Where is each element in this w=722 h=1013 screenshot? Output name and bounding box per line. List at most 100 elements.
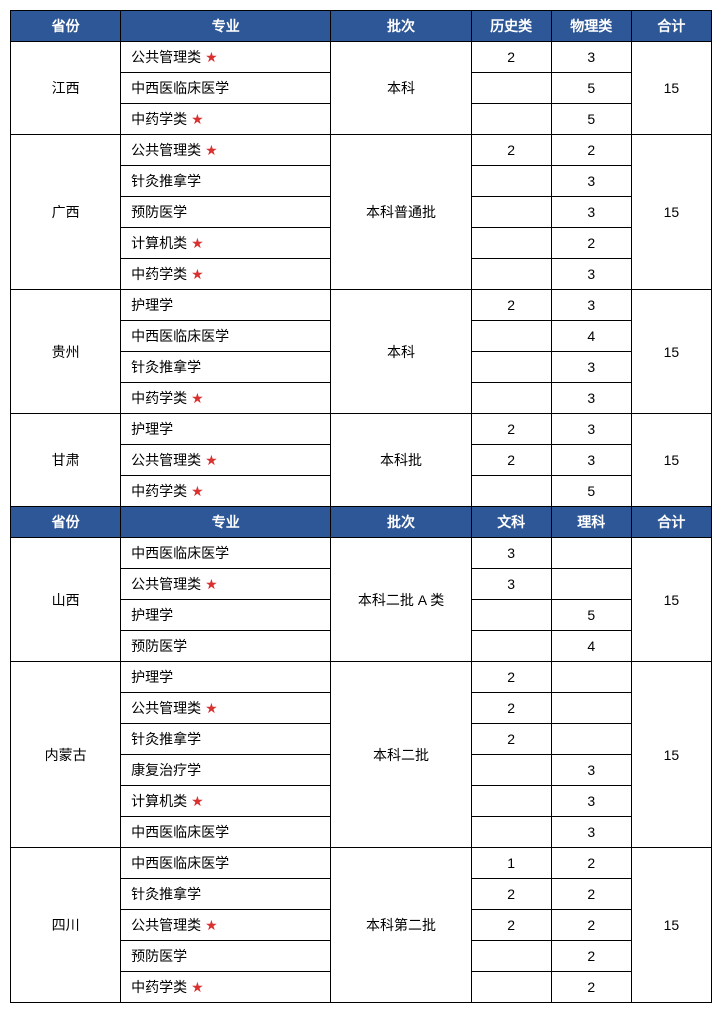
major-cell: 预防医学 — [121, 631, 331, 662]
major-cell: 计算机类★ — [121, 228, 331, 259]
header-cell-batch: 批次 — [331, 507, 471, 538]
province-cell: 江西 — [11, 42, 121, 135]
major-cell: 护理学 — [121, 290, 331, 321]
col1-cell: 2 — [471, 290, 551, 321]
major-label: 中药学类 — [131, 483, 187, 499]
star-icon: ★ — [205, 917, 218, 933]
table-header-row: 省份专业批次历史类物理类合计 — [11, 11, 712, 42]
major-cell: 公共管理类★ — [121, 910, 331, 941]
col2-cell: 3 — [551, 817, 631, 848]
col1-cell: 2 — [471, 693, 551, 724]
col2-cell — [551, 538, 631, 569]
major-label: 中药学类 — [131, 266, 187, 282]
col2-cell: 5 — [551, 104, 631, 135]
col1-cell: 1 — [471, 848, 551, 879]
col1-cell: 2 — [471, 42, 551, 73]
major-cell: 康复治疗学 — [121, 755, 331, 786]
major-label: 针灸推拿学 — [131, 359, 201, 375]
major-label: 公共管理类 — [131, 452, 201, 468]
major-label: 中药学类 — [131, 390, 187, 406]
batch-cell: 本科二批 — [331, 662, 471, 848]
col2-cell: 2 — [551, 972, 631, 1003]
header-cell-batch: 批次 — [331, 11, 471, 42]
province-cell: 贵州 — [11, 290, 121, 414]
major-cell: 中西医临床医学 — [121, 321, 331, 352]
major-cell: 中药学类★ — [121, 476, 331, 507]
major-cell: 计算机类★ — [121, 786, 331, 817]
star-icon: ★ — [205, 700, 218, 716]
col1-cell: 3 — [471, 569, 551, 600]
province-cell: 山西 — [11, 538, 121, 662]
header-cell-major: 专业 — [121, 507, 331, 538]
major-label: 中西医临床医学 — [131, 545, 229, 561]
col1-cell — [471, 197, 551, 228]
star-icon: ★ — [205, 576, 218, 592]
major-label: 康复治疗学 — [131, 762, 201, 778]
major-cell: 中药学类★ — [121, 259, 331, 290]
col1-cell — [471, 476, 551, 507]
major-label: 公共管理类 — [131, 142, 201, 158]
major-cell: 护理学 — [121, 414, 331, 445]
major-cell: 公共管理类★ — [121, 569, 331, 600]
batch-cell: 本科 — [331, 290, 471, 414]
total-cell: 15 — [631, 662, 711, 848]
major-label: 计算机类 — [131, 793, 187, 809]
col2-cell: 3 — [551, 352, 631, 383]
col1-cell — [471, 228, 551, 259]
header-cell-major: 专业 — [121, 11, 331, 42]
major-cell: 护理学 — [121, 600, 331, 631]
major-label: 中西医临床医学 — [131, 80, 229, 96]
major-label: 中药学类 — [131, 111, 187, 127]
major-cell: 公共管理类★ — [121, 42, 331, 73]
col2-cell — [551, 724, 631, 755]
col1-cell — [471, 352, 551, 383]
province-cell: 甘肃 — [11, 414, 121, 507]
col1-cell: 2 — [471, 910, 551, 941]
province-cell: 四川 — [11, 848, 121, 1003]
star-icon: ★ — [191, 793, 204, 809]
major-label: 预防医学 — [131, 204, 187, 220]
admissions-table: 省份专业批次历史类物理类合计江西公共管理类★本科2315中西医临床医学5中药学类… — [10, 10, 712, 1003]
table-header-row: 省份专业批次文科理科合计 — [11, 507, 712, 538]
major-label: 预防医学 — [131, 948, 187, 964]
col1-cell — [471, 259, 551, 290]
major-label: 中药学类 — [131, 979, 187, 995]
col1-cell — [471, 941, 551, 972]
major-label: 护理学 — [131, 607, 173, 623]
col2-cell — [551, 569, 631, 600]
col1-cell — [471, 321, 551, 352]
col1-cell: 2 — [471, 414, 551, 445]
major-cell: 中药学类★ — [121, 383, 331, 414]
major-label: 护理学 — [131, 669, 173, 685]
header-cell-province: 省份 — [11, 11, 121, 42]
star-icon: ★ — [205, 142, 218, 158]
major-label: 中西医临床医学 — [131, 328, 229, 344]
total-cell: 15 — [631, 42, 711, 135]
table-row: 四川中西医临床医学本科第二批1215 — [11, 848, 712, 879]
major-cell: 中西医临床医学 — [121, 817, 331, 848]
major-cell: 中药学类★ — [121, 104, 331, 135]
col1-cell — [471, 73, 551, 104]
header-cell-col1: 历史类 — [471, 11, 551, 42]
col2-cell: 3 — [551, 166, 631, 197]
col1-cell — [471, 631, 551, 662]
col2-cell — [551, 662, 631, 693]
col2-cell: 2 — [551, 910, 631, 941]
col2-cell: 5 — [551, 73, 631, 104]
major-cell: 针灸推拿学 — [121, 724, 331, 755]
major-label: 护理学 — [131, 297, 173, 313]
header-cell-total: 合计 — [631, 11, 711, 42]
col1-cell: 2 — [471, 445, 551, 476]
major-cell: 预防医学 — [121, 197, 331, 228]
col2-cell: 2 — [551, 848, 631, 879]
major-cell: 中西医临床医学 — [121, 538, 331, 569]
star-icon: ★ — [191, 111, 204, 127]
col2-cell: 2 — [551, 135, 631, 166]
col2-cell: 2 — [551, 228, 631, 259]
major-cell: 公共管理类★ — [121, 693, 331, 724]
table-row: 江西公共管理类★本科2315 — [11, 42, 712, 73]
table-row: 内蒙古护理学本科二批215 — [11, 662, 712, 693]
star-icon: ★ — [191, 483, 204, 499]
total-cell: 15 — [631, 414, 711, 507]
col2-cell: 2 — [551, 879, 631, 910]
